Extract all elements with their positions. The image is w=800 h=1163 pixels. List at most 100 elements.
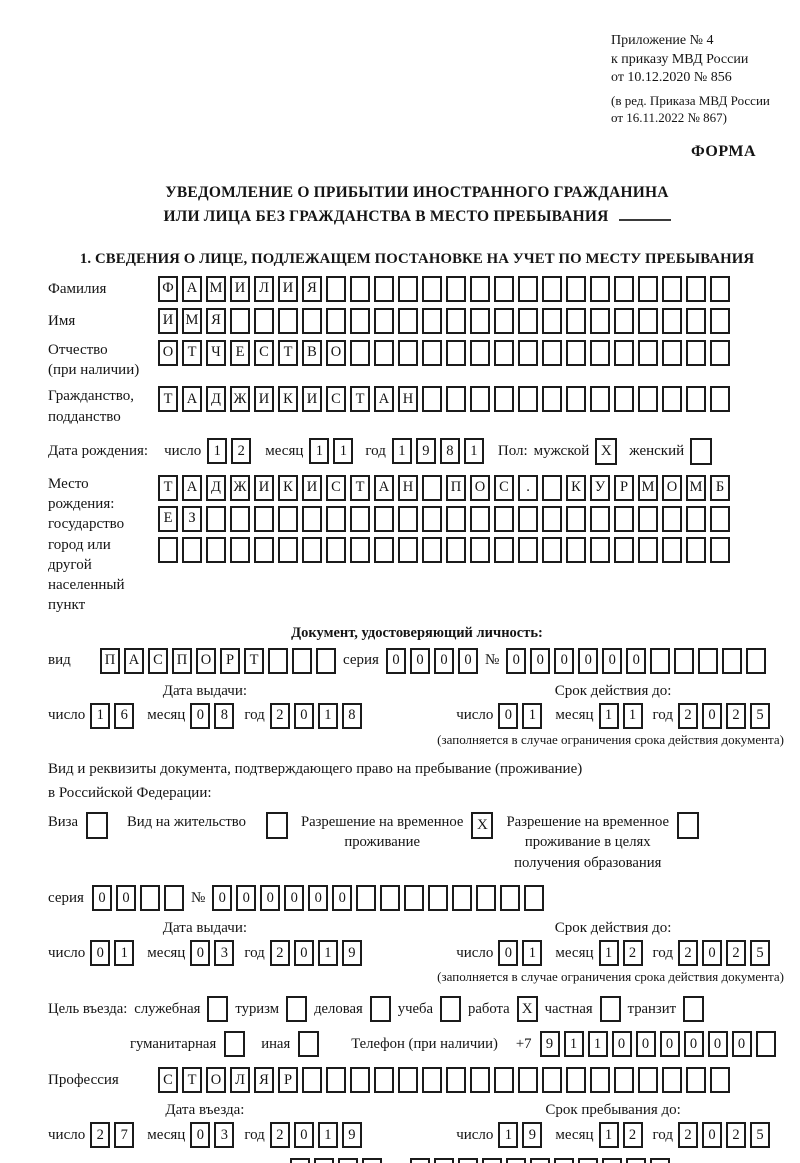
residence-number-cell[interactable] [380,885,401,912]
residence-number-cell[interactable] [476,885,497,912]
surname-cell[interactable] [614,275,634,302]
birth-place-cell[interactable]: О [662,474,682,501]
date-cell[interactable]: 0 [702,702,722,729]
patronymic-cell[interactable] [446,339,466,366]
residence-series-cell[interactable] [139,885,160,912]
patronymic-cell[interactable]: С [254,339,274,366]
patronymic-cell[interactable]: Е [230,339,250,366]
birth-place-cell[interactable] [662,536,682,563]
date-cell[interactable]: 1 [317,702,338,729]
doc-kind-cell[interactable]: О [196,647,216,674]
given-name-cell[interactable] [638,307,658,334]
profession-cell[interactable]: Т [182,1067,202,1094]
phone-cell[interactable]: 1 [563,1031,584,1058]
given-name-cell[interactable] [542,307,562,334]
date-cell[interactable]: 5 [750,940,770,967]
given-name-cell[interactable]: Я [206,307,226,334]
given-name-cell[interactable]: И [158,307,178,334]
phone-cell[interactable]: 0 [731,1031,752,1058]
profession-cell[interactable] [542,1067,562,1094]
purpose-official-checkbox[interactable] [207,996,229,1023]
profession-cell[interactable]: О [206,1067,226,1094]
birth-place-cell[interactable]: М [638,474,658,501]
profession-cell[interactable] [518,1067,538,1094]
birth-place-cell[interactable] [326,536,346,563]
migration-series-cell[interactable]: 0 [290,1158,311,1163]
birth-place-cell[interactable]: О [470,474,490,501]
phone-cell[interactable]: 1 [587,1031,608,1058]
birth-place-cell[interactable] [206,536,226,563]
birth-place-cell[interactable] [494,536,514,563]
birth-place-cell[interactable] [326,505,346,532]
rvp-checkbox[interactable]: X [471,811,494,839]
doc-kind-cell[interactable]: А [124,647,144,674]
date-cell[interactable]: 9 [522,1122,543,1149]
residence-number-cell[interactable]: 0 [284,885,305,912]
profession-cell[interactable] [614,1067,634,1094]
phone-cell[interactable]: 9 [539,1031,560,1058]
date-cell[interactable]: 0 [498,702,519,729]
citizenship-cell[interactable]: А [374,386,394,413]
birth-place-cell[interactable] [494,505,514,532]
patronymic-cell[interactable] [686,339,706,366]
given-name-cell[interactable] [494,307,514,334]
given-name-cell[interactable] [470,307,490,334]
profession-cell[interactable] [374,1067,394,1094]
patronymic-cell[interactable]: Т [278,339,298,366]
citizenship-cell[interactable]: И [302,386,322,413]
residence-series-cell[interactable] [163,885,184,912]
migration-series-cell[interactable]: 0 [338,1158,359,1163]
date-cell[interactable]: 2 [269,940,290,967]
given-name-cell[interactable] [350,307,370,334]
given-name-cell[interactable] [710,307,730,334]
surname-cell[interactable]: М [206,275,226,302]
given-name-cell[interactable]: М [182,307,202,334]
doc-number-cell[interactable] [674,647,695,674]
date-cell[interactable]: 0 [498,940,519,967]
citizenship-cell[interactable] [542,386,562,413]
purpose-tourism-checkbox[interactable] [286,996,308,1023]
date-cell[interactable]: 2 [622,940,643,967]
birth-place-cell[interactable] [254,505,274,532]
doc-number-cell[interactable]: 0 [578,647,599,674]
doc-kind-cell[interactable] [316,647,336,674]
surname-cell[interactable] [662,275,682,302]
date-cell[interactable]: 0 [90,940,111,967]
doc-kind-cell[interactable] [268,647,288,674]
birth-place-cell[interactable]: И [254,474,274,501]
birth-place-cell[interactable]: И [302,474,322,501]
surname-cell[interactable] [686,275,706,302]
birth-place-cell[interactable] [278,505,298,532]
birth-day-cell[interactable]: 2 [231,438,252,465]
residence-number-cell[interactable]: 0 [236,885,257,912]
date-cell[interactable]: 1 [622,702,643,729]
date-cell[interactable]: 2 [269,702,290,729]
birth-place-cell[interactable]: С [326,474,346,501]
date-cell[interactable]: 2 [622,1122,643,1149]
migration-number-cell[interactable] [650,1158,671,1163]
surname-cell[interactable]: А [182,275,202,302]
doc-kind-cell[interactable]: П [100,647,120,674]
citizenship-cell[interactable]: А [182,386,202,413]
profession-cell[interactable] [566,1067,586,1094]
citizenship-cell[interactable] [470,386,490,413]
birth-place-cell[interactable] [566,536,586,563]
birth-place-cell[interactable]: Ж [230,474,250,501]
citizenship-cell[interactable] [710,386,730,413]
birth-place-cell[interactable] [398,505,418,532]
birth-place-cell[interactable] [350,505,370,532]
residence-number-cell[interactable]: 0 [308,885,329,912]
birth-place-cell[interactable] [230,505,250,532]
citizenship-cell[interactable]: Д [206,386,226,413]
citizenship-cell[interactable]: И [254,386,274,413]
date-cell[interactable]: 0 [293,940,314,967]
migration-number-cell[interactable] [602,1158,623,1163]
rvp-education-checkbox[interactable] [677,811,699,839]
citizenship-cell[interactable] [566,386,586,413]
surname-cell[interactable] [470,275,490,302]
birth-place-cell[interactable]: С [494,474,514,501]
migration-series-cell[interactable]: 0 [362,1158,383,1163]
surname-cell[interactable] [398,275,418,302]
citizenship-cell[interactable] [662,386,682,413]
patronymic-cell[interactable] [542,339,562,366]
